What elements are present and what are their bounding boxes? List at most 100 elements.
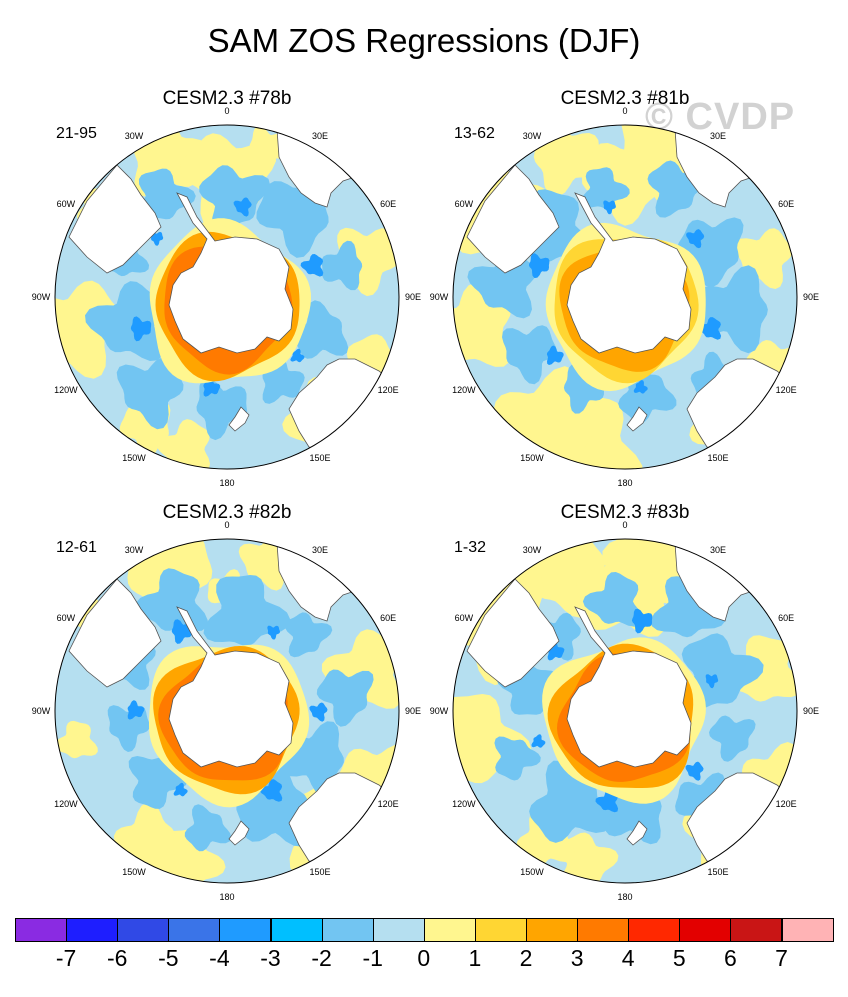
negative-anomaly-patch <box>130 316 152 342</box>
map-panel-3: 0 30E 60E 90E 120E 150E 180 150W 120W 90W 60W 30W <box>32 520 421 902</box>
colorbar-swatch <box>66 918 119 942</box>
colorbar-label: 7 <box>775 945 788 971</box>
longitude-label: 120W <box>54 385 78 395</box>
longitude-label: 90E <box>405 292 421 302</box>
colorbar-swatch <box>474 918 527 942</box>
negative-anomaly-patch <box>116 357 184 430</box>
negative-anomaly-patch <box>502 325 557 385</box>
longitude-label: 120E <box>378 385 399 395</box>
longitude-label: 60E <box>380 199 396 209</box>
colorbar-swatch <box>372 918 425 942</box>
negative-anomaly-patch <box>300 254 324 277</box>
map-boundary <box>452 124 798 470</box>
negative-anomaly-patch <box>686 229 705 249</box>
negative-anomaly-patch <box>531 734 546 748</box>
panel-years-4: 1-32 <box>454 539 487 556</box>
land-mass <box>228 406 250 432</box>
colorbar-swatch <box>577 918 630 942</box>
map-boundary <box>54 124 400 470</box>
negative-anomaly-patch <box>633 380 648 394</box>
land-mass <box>68 578 162 688</box>
negative-anomaly-patch <box>705 674 719 689</box>
longitude-label: 0 <box>622 520 627 530</box>
land-mass <box>228 820 250 846</box>
longitude-label: 180 <box>617 478 632 488</box>
positive-anomaly-patch <box>55 720 98 759</box>
negative-anomaly-patch <box>127 700 145 720</box>
longitude-label: 60E <box>380 613 396 623</box>
map-boundary <box>452 538 798 884</box>
longitude-label: 30W <box>523 131 542 141</box>
longitude-label: 60W <box>57 613 76 623</box>
negative-anomaly-patch <box>698 317 722 340</box>
negative-anomaly-patch <box>316 669 374 727</box>
longitude-label: 90W <box>430 292 449 302</box>
colorbar-label: -5 <box>158 945 179 971</box>
longitude-label: 150W <box>520 867 544 877</box>
longitude-label: 150W <box>122 867 146 877</box>
colorbar-label: 5 <box>672 945 686 971</box>
map-panel-1: 0 30E 60E 90E 120E 150E 180 150W 120W 90W 60W 30W <box>32 106 421 488</box>
longitude-label: 90W <box>32 706 51 716</box>
longitude-label: 120W <box>452 385 476 395</box>
negative-anomaly-patch <box>582 572 643 627</box>
colorbar-label: -1 <box>362 945 383 971</box>
colorbar-swatch <box>628 918 681 942</box>
colorbar-label: -3 <box>260 945 281 971</box>
longitude-label: 0 <box>224 520 229 530</box>
negative-anomaly-patch <box>135 568 208 632</box>
longitude-label: 120W <box>54 799 78 809</box>
negative-anomaly-patch <box>259 779 283 802</box>
longitude-label: 60W <box>455 613 474 623</box>
map-panel-4: 0 30E 60E 90E 120E 150E 180 150W 120W 90W 60W 30W <box>430 520 819 902</box>
land-mass <box>466 578 560 688</box>
panel-years-1: 21-95 <box>56 125 97 142</box>
negative-anomaly-patch <box>267 625 280 640</box>
longitude-label: 180 <box>617 892 632 902</box>
longitude-label: 120W <box>452 799 476 809</box>
panel-years-2: 13-62 <box>454 125 495 142</box>
land-mass <box>626 820 648 846</box>
longitude-label: 180 <box>219 892 234 902</box>
longitude-label: 0 <box>224 106 229 116</box>
negative-anomaly-patch <box>709 715 756 762</box>
colorbar-swatch <box>270 918 323 942</box>
longitude-label: 30E <box>312 131 328 141</box>
colorbar-label: 0 <box>417 945 431 971</box>
colorbar-swatch <box>730 918 783 942</box>
longitude-label: 150W <box>122 453 146 463</box>
colorbar-swatch <box>679 918 732 942</box>
negative-anomaly-patch <box>309 702 328 722</box>
colorbar-label: -7 <box>55 945 77 971</box>
colorbar-label: 1 <box>468 945 482 971</box>
antarctica <box>566 606 692 768</box>
land-mass <box>626 406 648 432</box>
colorbar-label: -2 <box>311 945 332 971</box>
colorbar-label: -6 <box>106 945 128 971</box>
panel-title-3: CESM2.3 #82b <box>162 502 292 523</box>
longitude-label: 60W <box>57 199 76 209</box>
negative-anomaly-patch <box>173 782 188 797</box>
antarctica <box>566 192 692 354</box>
longitude-label: 60W <box>455 199 474 209</box>
longitude-label: 90W <box>32 292 51 302</box>
antarctica <box>168 192 294 354</box>
colorbar-label: 2 <box>519 945 533 971</box>
colorbar-swatch <box>526 918 579 942</box>
negative-anomaly-patch <box>292 300 349 359</box>
longitude-label: 150W <box>520 453 544 463</box>
longitude-label: 150E <box>707 453 728 463</box>
longitude-label: 180 <box>219 478 234 488</box>
negative-anomaly-patch <box>595 789 619 813</box>
longitude-label: 120E <box>378 799 399 809</box>
negative-anomaly-patch <box>199 165 271 235</box>
negative-anomaly-patch <box>85 281 165 361</box>
map-boundary <box>54 538 400 884</box>
colorbar-swatch <box>423 918 476 942</box>
colorbar-swatch <box>168 918 221 942</box>
negative-anomaly-patch <box>150 231 164 246</box>
longitude-label: 60E <box>778 199 794 209</box>
negative-anomaly-patch <box>321 240 363 291</box>
land-mass <box>466 164 560 274</box>
